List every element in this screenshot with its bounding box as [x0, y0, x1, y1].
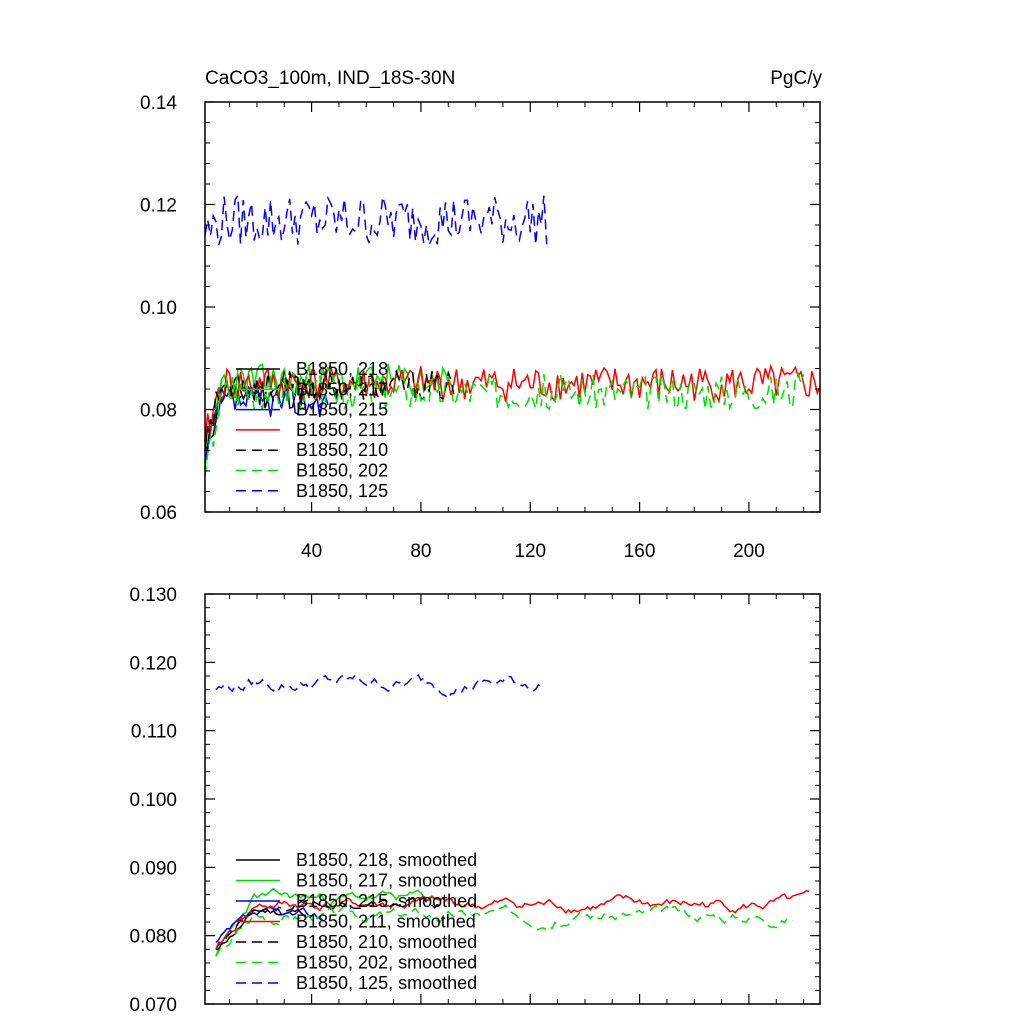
x-tick-label: 120 [514, 541, 546, 562]
top-panel: CaCO3_100m, IND_18S-30N PgC/y B1850, 218… [140, 68, 822, 562]
series-line [215, 887, 444, 957]
y-tick-label: 0.10 [140, 298, 177, 319]
y-tick-label: 0.12 [140, 196, 177, 217]
y-tick-label: 0.08 [140, 401, 177, 422]
series-line [215, 890, 810, 950]
legend-label: B1850, 211, smoothed [296, 912, 476, 932]
plot-frame [204, 593, 821, 1005]
series-line [204, 193, 548, 248]
y-tick-label: 0.080 [129, 927, 177, 948]
legend-label: B1850, 215, smoothed [296, 891, 477, 911]
legend-label: B1850, 218, smoothed [296, 850, 477, 870]
y-tick-label: 0.130 [129, 585, 177, 606]
legend-label: B1850, 210 [296, 440, 388, 460]
series-line [215, 904, 793, 957]
units-label: PgC/y [770, 68, 822, 89]
y-tick-label: 0.070 [129, 995, 177, 1016]
chart-title: CaCO3_100m, IND_18S-30N [205, 68, 455, 89]
series-line [204, 371, 805, 477]
y-tick-label: 0.100 [129, 790, 177, 811]
legend-label: B1850, 202 [296, 461, 388, 481]
x-tick-label: 200 [733, 541, 765, 562]
series-line [215, 673, 542, 700]
y-tick-label: 0.090 [129, 858, 177, 879]
legend-label: B1850, 217, smoothed [296, 871, 477, 891]
legend-label: B1850, 125, smoothed [296, 973, 477, 993]
legend-label: B1850, 218 [296, 359, 388, 379]
legend-label: B1850, 211 [296, 420, 387, 440]
plot-frame [204, 101, 821, 513]
legend-label: B1850, 210, smoothed [296, 932, 477, 952]
legend-label: B1850, 202, smoothed [296, 953, 477, 973]
series-line [204, 363, 821, 441]
y-tick-label: 0.14 [140, 93, 177, 114]
y-tick-label: 0.06 [140, 503, 177, 524]
tick-marks: 0.070 0.080 0.090 0.100 0.110 0.120 0.130 [129, 585, 820, 1016]
legend-label: B1850, 215 [296, 400, 388, 420]
legend-label: B1850, 217 [296, 379, 388, 399]
series-group [204, 193, 821, 477]
x-tick-label: 80 [410, 541, 431, 562]
series-group [215, 673, 810, 957]
y-tick-label: 0.120 [129, 653, 177, 674]
x-tick-label: 160 [624, 541, 656, 562]
tick-marks: 40 80 120 160 200 0.06 0.08 0.10 0.12 0.14 [140, 93, 820, 562]
legend-label: B1850, 125 [296, 481, 388, 501]
y-tick-label: 0.110 [131, 722, 177, 743]
x-tick-label: 40 [301, 541, 322, 562]
